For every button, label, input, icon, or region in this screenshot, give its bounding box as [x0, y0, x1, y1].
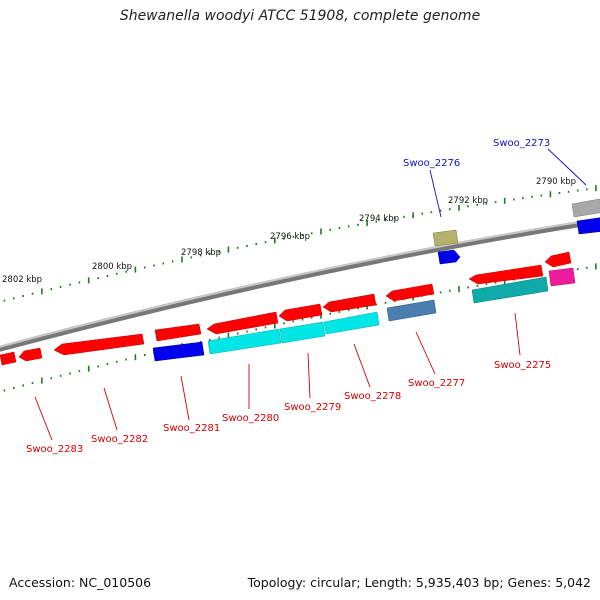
scale-label-2798: 2798 kbp: [181, 248, 221, 258]
gene-label-2282[interactable]: Swoo_2282: [91, 434, 148, 445]
gene-label-2283[interactable]: Swoo_2283: [26, 444, 83, 455]
scale-label-2794: 2794 kbp: [359, 214, 399, 224]
map-title: Shewanella woodyi ATCC 51908, complete g…: [119, 8, 481, 24]
inner-scale-ticks: [3, 263, 597, 392]
cog-box-2273[interactable]: [571, 198, 600, 218]
gene-arrow-2283a[interactable]: [0, 351, 17, 366]
cog-box-2280[interactable]: [207, 328, 282, 355]
gene-label-2273[interactable]: Swoo_2273: [493, 138, 550, 149]
leader-2281: [180, 375, 190, 421]
leader-2276: [429, 169, 442, 218]
gene-label-2275[interactable]: Swoo_2275: [494, 360, 551, 371]
leader-2282: [103, 387, 118, 431]
cog-box-2279[interactable]: [279, 321, 326, 344]
leader-2275: [514, 312, 521, 356]
gene-label-2277[interactable]: Swoo_2277: [408, 378, 465, 389]
gene-arrow-2277[interactable]: [385, 283, 435, 302]
scale-labels: 2802 kbp 2800 kbp 2798 kbp 2796 kbp 2794…: [2, 177, 576, 285]
leader-2277: [415, 331, 436, 375]
genome-backbone-highlight: [0, 217, 600, 348]
cog-box-2276[interactable]: [432, 229, 459, 247]
scale-label-2800: 2800 kbp: [92, 262, 132, 272]
scale-label-2790: 2790 kbp: [536, 177, 576, 187]
gene-arrow-2281[interactable]: [154, 323, 202, 342]
scale-label-2796: 2796 kbp: [270, 232, 310, 242]
gene-arrow-2276[interactable]: [437, 249, 461, 265]
gene-label-2280[interactable]: Swoo_2280: [222, 413, 279, 424]
gene-arrow-2282[interactable]: [53, 333, 145, 356]
gene-arrow-2280[interactable]: [206, 311, 279, 335]
leader-2273: [547, 148, 587, 186]
gene-labels: Swoo_2283 Swoo_2282 Swoo_2281 Swoo_2280 …: [26, 138, 551, 455]
genome-backbone: [0, 217, 600, 352]
gene-arrow-2283b[interactable]: [18, 347, 43, 362]
gene-label-2281[interactable]: Swoo_2281: [163, 423, 220, 434]
scale-label-2802: 2802 kbp: [2, 275, 42, 285]
reverse-strand-genes: [432, 198, 600, 265]
outer-scale-ticks: [3, 185, 597, 302]
gene-arrow-2278[interactable]: [322, 293, 377, 313]
gene-arrow-2273[interactable]: [576, 217, 600, 235]
gene-label-2276[interactable]: Swoo_2276: [403, 158, 460, 169]
cog-boxes: [152, 267, 576, 362]
leader-2279: [307, 352, 311, 399]
cog-box-2274[interactable]: [548, 267, 576, 287]
gene-arrow-2274[interactable]: [544, 251, 572, 268]
cog-box-2281[interactable]: [152, 341, 205, 362]
gene-label-2278[interactable]: Swoo_2278: [344, 391, 401, 402]
accession-text: Accession: NC_010506: [9, 575, 152, 590]
gene-arrow-2275[interactable]: [468, 264, 544, 285]
gene-label-2279[interactable]: Swoo_2279: [284, 402, 341, 413]
gene-arrows: [0, 251, 572, 366]
label-leaders: [34, 148, 587, 441]
leader-2283: [34, 396, 53, 441]
leader-2278: [353, 343, 371, 388]
cog-box-2275[interactable]: [471, 276, 549, 304]
cog-box-2278[interactable]: [323, 311, 380, 335]
gene-arrow-2279[interactable]: [278, 303, 323, 322]
cog-box-2277[interactable]: [386, 299, 437, 322]
genome-summary: Topology: circular; Length: 5,935,403 bp…: [247, 575, 591, 590]
scale-label-2792: 2792 kbp: [448, 196, 488, 206]
